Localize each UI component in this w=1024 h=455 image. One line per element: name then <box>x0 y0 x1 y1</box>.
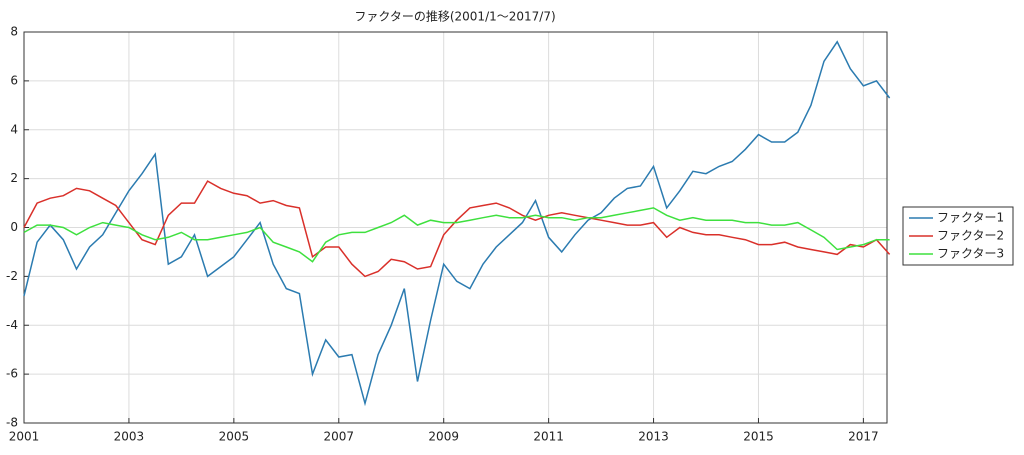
x-tick-label: 2011 <box>533 430 564 444</box>
series-line <box>23 40 891 407</box>
y-tick-label: -2 <box>6 269 18 283</box>
legend-label: ファクター2 <box>937 229 1004 243</box>
y-tick-label: 6 <box>10 73 18 87</box>
y-tick-label: 8 <box>10 25 18 39</box>
x-tick-label: 2013 <box>638 430 669 444</box>
y-tick-label: -8 <box>6 416 18 430</box>
y-tick-label: -4 <box>6 318 18 332</box>
y-tick-label: 4 <box>10 122 18 136</box>
x-tick-label: 2005 <box>219 430 250 444</box>
chart-title: ファクターの推移(2001/1～2017/7) <box>354 10 555 24</box>
y-tick-label: -6 <box>6 367 18 381</box>
x-tick-label: 2003 <box>114 430 145 444</box>
series-line <box>23 207 890 263</box>
series-line <box>23 180 891 278</box>
x-tick-label: 2015 <box>743 430 774 444</box>
x-tick-label: 2007 <box>323 430 354 444</box>
x-tick-label: 2017 <box>848 430 879 444</box>
x-tick-label: 2009 <box>428 430 459 444</box>
legend-label: ファクター3 <box>937 247 1004 261</box>
y-tick-label: 0 <box>10 220 18 234</box>
legend-label: ファクター1 <box>937 211 1004 225</box>
y-tick-label: 2 <box>10 171 18 185</box>
x-tick-label: 2001 <box>9 430 40 444</box>
